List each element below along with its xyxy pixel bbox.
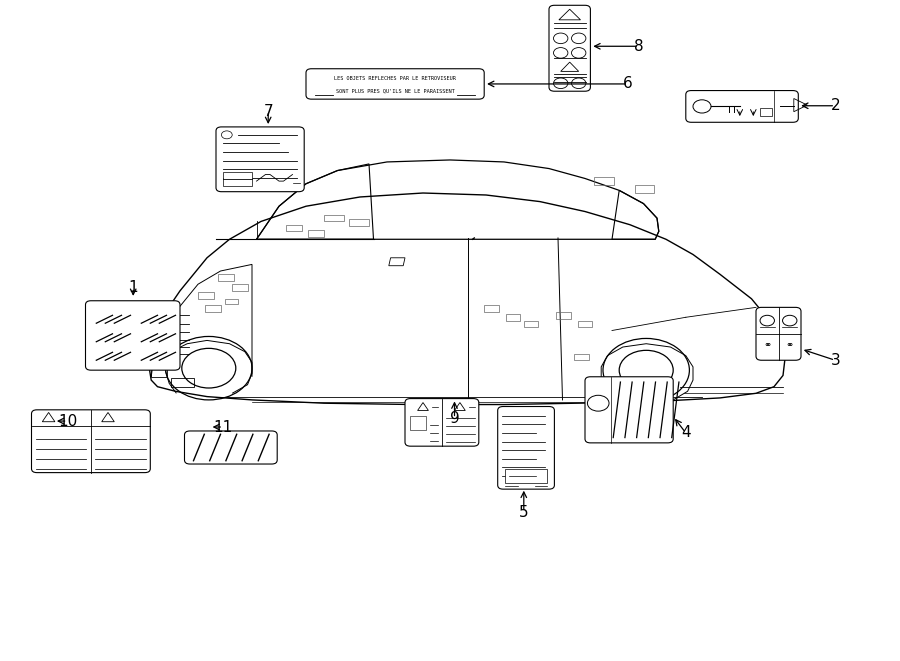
Bar bbox=[324, 215, 344, 221]
Bar bbox=[308, 230, 324, 237]
Text: 2: 2 bbox=[831, 98, 840, 113]
Bar bbox=[286, 225, 302, 231]
FancyBboxPatch shape bbox=[405, 399, 479, 446]
FancyBboxPatch shape bbox=[184, 431, 277, 464]
Text: 10: 10 bbox=[58, 414, 77, 428]
Bar bbox=[198, 292, 214, 299]
FancyBboxPatch shape bbox=[756, 307, 801, 360]
FancyBboxPatch shape bbox=[549, 5, 590, 91]
Bar bbox=[223, 172, 252, 186]
Bar bbox=[505, 469, 547, 483]
Bar bbox=[349, 219, 369, 226]
Text: 8: 8 bbox=[634, 39, 644, 54]
Bar bbox=[410, 416, 426, 430]
Bar bbox=[205, 305, 221, 312]
Text: 9: 9 bbox=[450, 411, 459, 426]
Bar bbox=[634, 185, 654, 193]
Bar bbox=[594, 177, 614, 185]
Text: 7: 7 bbox=[264, 104, 273, 118]
FancyBboxPatch shape bbox=[498, 407, 554, 489]
Text: ⚭: ⚭ bbox=[786, 340, 794, 350]
Bar bbox=[218, 274, 234, 281]
Text: LES OBJETS REFLECHES PAR LE RETROVISEUR: LES OBJETS REFLECHES PAR LE RETROVISEUR bbox=[334, 76, 456, 81]
Text: 3: 3 bbox=[831, 353, 840, 368]
FancyBboxPatch shape bbox=[86, 301, 180, 370]
Text: SONT PLUS PRES QU'ILS NE LE PARAISSENT: SONT PLUS PRES QU'ILS NE LE PARAISSENT bbox=[336, 88, 454, 93]
Bar bbox=[506, 314, 520, 321]
FancyBboxPatch shape bbox=[686, 91, 798, 122]
Bar bbox=[524, 321, 538, 327]
Text: 1: 1 bbox=[129, 280, 138, 295]
Text: 6: 6 bbox=[624, 77, 633, 91]
Bar bbox=[225, 299, 238, 304]
Bar bbox=[578, 321, 592, 327]
Text: 5: 5 bbox=[519, 505, 528, 520]
Text: 4: 4 bbox=[681, 426, 690, 440]
FancyBboxPatch shape bbox=[216, 127, 304, 192]
FancyBboxPatch shape bbox=[32, 410, 150, 473]
Bar bbox=[760, 108, 772, 116]
FancyBboxPatch shape bbox=[585, 377, 673, 443]
Bar bbox=[484, 305, 499, 312]
FancyBboxPatch shape bbox=[306, 69, 484, 99]
Bar bbox=[556, 312, 571, 319]
Bar bbox=[232, 284, 248, 291]
Text: 11: 11 bbox=[213, 420, 233, 434]
Text: ⚭: ⚭ bbox=[763, 340, 771, 350]
Bar bbox=[574, 354, 589, 360]
